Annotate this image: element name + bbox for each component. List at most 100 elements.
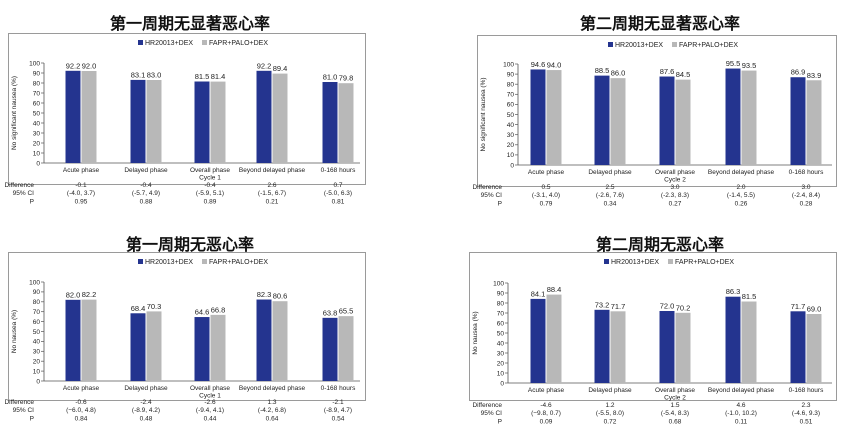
bar-value-label: 81.4 [211, 72, 226, 81]
stat-value: 0.95 [75, 198, 88, 205]
bar-fapr-palo-dex [272, 73, 288, 163]
bar-fapr-palo-dex [81, 299, 97, 381]
stat-value: (-2.4, 8.4) [792, 192, 820, 199]
stat-value: -2.1 [332, 399, 344, 406]
bar-value-label: 86.9 [791, 68, 806, 77]
bar-value-label: 82.2 [82, 290, 97, 299]
stat-value: -0.4 [204, 182, 216, 189]
bar-value-label: 92.0 [82, 62, 97, 71]
bar-hr20013 [194, 317, 210, 381]
y-axis-label: No nausea (%) [472, 311, 479, 354]
y-tick-label: 80 [33, 299, 41, 306]
y-tick-label: 60 [497, 320, 505, 327]
stat-value: (-3.1, 4.0) [532, 192, 560, 199]
bar-hr20013 [659, 76, 675, 165]
stat-value: 0.34 [604, 200, 617, 207]
bar-hr20013 [725, 296, 741, 383]
stat-value: 0.48 [140, 415, 153, 422]
bar-hr20013 [594, 309, 610, 383]
bar-fapr-palo-dex [338, 83, 354, 163]
stat-row-label: Difference [4, 182, 34, 189]
bar-value-label: 94.0 [547, 61, 562, 70]
bar-value-label: 88.4 [547, 285, 562, 294]
bar-fapr-palo-dex [546, 294, 562, 383]
x-category-label: Delayed phase [124, 385, 168, 392]
bar-value-label: 86.0 [611, 69, 626, 78]
bar-fapr-palo-dex [546, 70, 562, 165]
stat-value: (-5.4, 8.3) [661, 410, 689, 417]
bar-value-label: 63.8 [323, 308, 338, 317]
x-category-label: Cycle 1 [199, 393, 221, 400]
y-tick-label: 90 [33, 289, 41, 296]
legend-label: FAPR+PALO+DEX [209, 259, 268, 266]
stat-value: 0.7 [333, 182, 342, 189]
legend-swatch [604, 259, 609, 264]
bar-fapr-palo-dex [675, 312, 691, 383]
stat-value: 0.51 [800, 418, 813, 425]
y-tick-label: 70 [497, 310, 505, 317]
bar-value-label: 64.6 [195, 308, 210, 317]
bar-value-label: 66.8 [211, 305, 226, 314]
bar-value-label: 72.0 [660, 302, 675, 311]
bar-value-label: 89.4 [273, 64, 288, 73]
y-tick-label: 100 [29, 279, 40, 286]
stat-value: 0.79 [540, 200, 553, 207]
y-tick-label: 90 [33, 70, 41, 77]
bar-value-label: 70.2 [676, 303, 691, 312]
stat-value: 1.3 [267, 399, 276, 406]
y-tick-label: 0 [36, 378, 40, 385]
stat-value: 4.6 [736, 402, 745, 409]
stat-value: 0.54 [332, 415, 345, 422]
y-tick-label: 30 [33, 130, 41, 137]
stat-value: -2.6 [204, 399, 216, 406]
stat-value: (-5.0, 6.3) [324, 190, 352, 197]
y-tick-label: 10 [33, 368, 41, 375]
stat-value: (-5.5, 8.0) [596, 410, 624, 417]
legend-swatch [202, 40, 207, 45]
stat-value: -2.4 [140, 399, 152, 406]
stat-value: (-8.9, 4.2) [132, 407, 160, 414]
bar-fapr-palo-dex [210, 81, 226, 163]
y-tick-label: 10 [497, 370, 505, 377]
y-tick-label: 80 [497, 300, 505, 307]
bar-fapr-palo-dex [741, 301, 757, 383]
y-tick-label: 0 [36, 160, 40, 167]
legend-swatch [608, 42, 613, 47]
bar-fapr-palo-dex [146, 80, 162, 163]
x-category-label: Overall phase [655, 169, 695, 176]
stat-value: 0.88 [140, 198, 153, 205]
y-tick-label: 50 [497, 330, 505, 337]
bar-hr20013 [659, 311, 675, 383]
y-tick-label: 90 [497, 290, 505, 297]
bar-fapr-palo-dex [210, 314, 226, 381]
x-category-label: Beyond delayed phase [708, 169, 775, 176]
stat-value: 2.5 [605, 184, 614, 191]
legend-label: FAPR+PALO+DEX [675, 259, 734, 266]
bar-hr20013 [256, 299, 272, 381]
stat-value: (-9.4, 4.1) [196, 407, 224, 414]
bar-value-label: 84.5 [676, 70, 691, 79]
y-tick-label: 70 [507, 92, 515, 99]
x-category-label: Overall phase [190, 385, 230, 392]
stat-value: (-2.3, 8.3) [661, 192, 689, 199]
y-tick-label: 30 [33, 349, 41, 356]
bar-value-label: 83.0 [147, 71, 162, 80]
chart-title: 第二周期无显著恶心率 [579, 14, 740, 33]
bar-value-label: 82.3 [257, 290, 272, 299]
y-tick-label: 50 [507, 112, 515, 119]
bar-fapr-palo-dex [272, 301, 288, 381]
chart-frame [469, 252, 837, 401]
y-tick-label: 90 [507, 71, 515, 78]
stat-value: (-4.2, 6.8) [258, 407, 286, 414]
stat-row-label: P [498, 200, 502, 207]
y-axis-label: No significant nausea (%) [11, 76, 18, 150]
stat-value: -0.4 [140, 182, 152, 189]
y-tick-label: 40 [497, 340, 505, 347]
bar-hr20013 [530, 69, 546, 165]
bar-value-label: 70.3 [147, 302, 162, 311]
legend-swatch [138, 40, 143, 45]
